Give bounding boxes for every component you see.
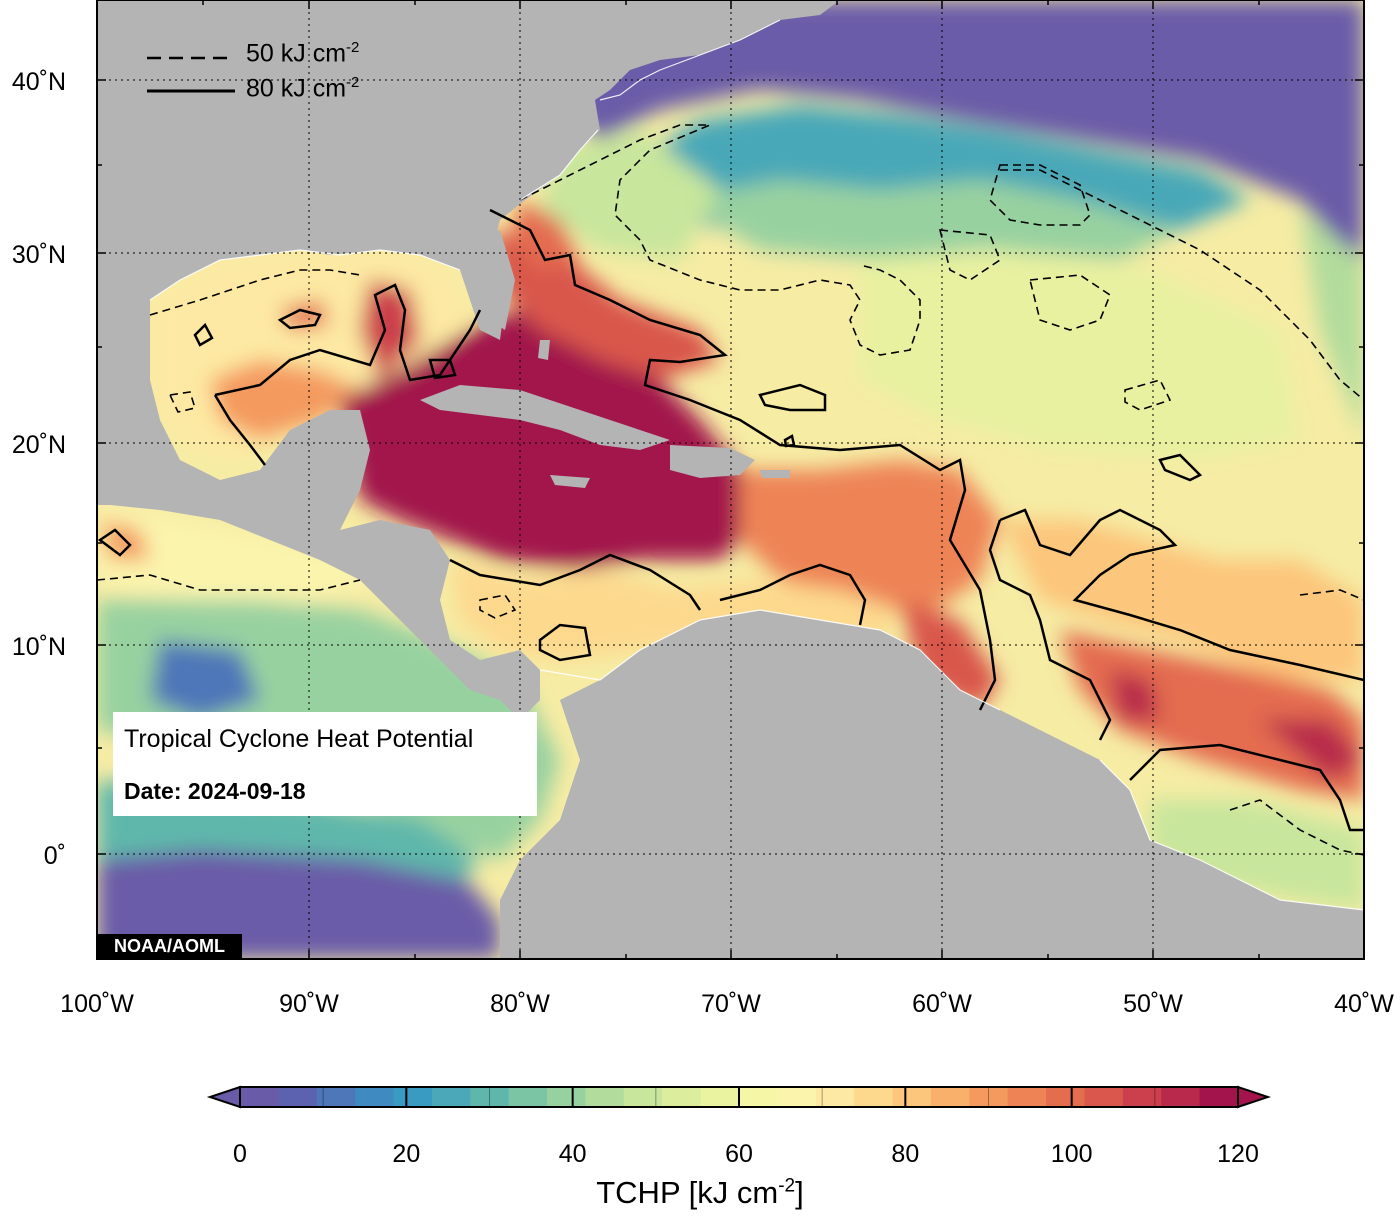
- colorbar-tick-label: 40: [559, 1140, 587, 1168]
- latitude-labels: 40˚N 30˚N 20˚N 10˚N 0˚: [12, 68, 66, 870]
- contours-80: [97, 208, 1364, 832]
- longitude-labels: 100˚W 90˚W 80˚W 70˚W 60˚W 50˚W 40˚W: [60, 990, 1394, 1018]
- colorbar-segment: [1161, 1087, 1201, 1107]
- credit-badge: NOAA/AOML: [97, 934, 242, 959]
- colorbar-segment: [431, 1087, 471, 1107]
- lon-label-80w: 80˚W: [490, 990, 550, 1018]
- colorbar-segment: [930, 1087, 970, 1107]
- land-masses: [97, 0, 1364, 959]
- colorbar-segment: [1046, 1087, 1086, 1107]
- colorbar: 0 20 40 60 80 100 120: [206, 1085, 1272, 1168]
- colorbar-tick-label: 80: [891, 1140, 919, 1168]
- colorbar-segment: [892, 1087, 932, 1107]
- colorbar-segment: [547, 1087, 587, 1107]
- map-title: Tropical Cyclone Heat Potential: [124, 725, 474, 753]
- colorbar-segment: [739, 1087, 778, 1107]
- lon-label-90w: 90˚W: [279, 990, 339, 1018]
- colorbar-segment: [662, 1087, 702, 1107]
- colorbar-segment: [470, 1087, 510, 1107]
- colorbar-title: TCHP [kJ cm-2]: [596, 1175, 804, 1210]
- colorbar-segment: [316, 1087, 356, 1107]
- legend-solid-label: 80 kJ cm-2: [246, 74, 360, 103]
- colorbar-segment: [623, 1087, 663, 1107]
- colorbar-segment: [393, 1087, 433, 1107]
- colorbar-tick-label: 0: [233, 1140, 247, 1168]
- colorbar-segment: [508, 1087, 548, 1107]
- lon-label-100w: 100˚W: [60, 990, 134, 1018]
- lat-label-40n: 40˚N: [12, 68, 66, 96]
- lon-label-50w: 50˚W: [1123, 990, 1183, 1018]
- contour-legend: 50 kJ cm-2 80 kJ cm-2: [140, 36, 400, 106]
- colorbar-tick-label: 120: [1217, 1140, 1259, 1168]
- colorbar-segment: [1084, 1087, 1124, 1107]
- colorbar-tick-label: 60: [725, 1140, 753, 1168]
- lon-label-70w: 70˚W: [701, 990, 761, 1018]
- map-frame: [96, 0, 1365, 960]
- colorbar-tick-label: 20: [392, 1140, 420, 1168]
- colorbar-segment: [1007, 1087, 1047, 1107]
- colorbar-segment: [1199, 1087, 1239, 1107]
- colorbar-over-arrow: [1237, 1085, 1272, 1109]
- colorbar-segment: [1122, 1087, 1162, 1107]
- lon-label-40w: 40˚W: [1334, 990, 1394, 1018]
- map-field: [97, 0, 1364, 959]
- colorbar-segment: [278, 1087, 318, 1107]
- title-box: Tropical Cyclone Heat Potential Date: 20…: [113, 712, 537, 816]
- legend-dashed-label: 50 kJ cm-2: [246, 39, 360, 68]
- lat-label-0: 0˚: [44, 842, 66, 870]
- colorbar-segment: [854, 1087, 894, 1107]
- colorbar-under-arrow: [206, 1085, 241, 1109]
- coastlines: [149, 19, 1364, 911]
- colorbar-segment: [355, 1087, 395, 1107]
- colorbar-segment: [240, 1087, 279, 1107]
- lat-label-20n: 20˚N: [12, 431, 66, 459]
- contour-legend-lines: [147, 56, 235, 93]
- colorbar-segment: [777, 1087, 817, 1107]
- lat-label-30n: 30˚N: [12, 241, 66, 269]
- colorbar-tick-label: 100: [1051, 1140, 1093, 1168]
- colorbar-segment: [969, 1087, 1009, 1107]
- axis-ticks: [97, 0, 1364, 959]
- colorbar-segment: [815, 1087, 855, 1107]
- contours-50: [97, 124, 1364, 856]
- colorbar-segment: [700, 1087, 740, 1107]
- map-date: Date: 2024-09-18: [124, 778, 306, 804]
- lon-label-60w: 60˚W: [912, 990, 972, 1018]
- lat-label-10n: 10˚N: [12, 633, 66, 661]
- colorbar-segment: [585, 1087, 625, 1107]
